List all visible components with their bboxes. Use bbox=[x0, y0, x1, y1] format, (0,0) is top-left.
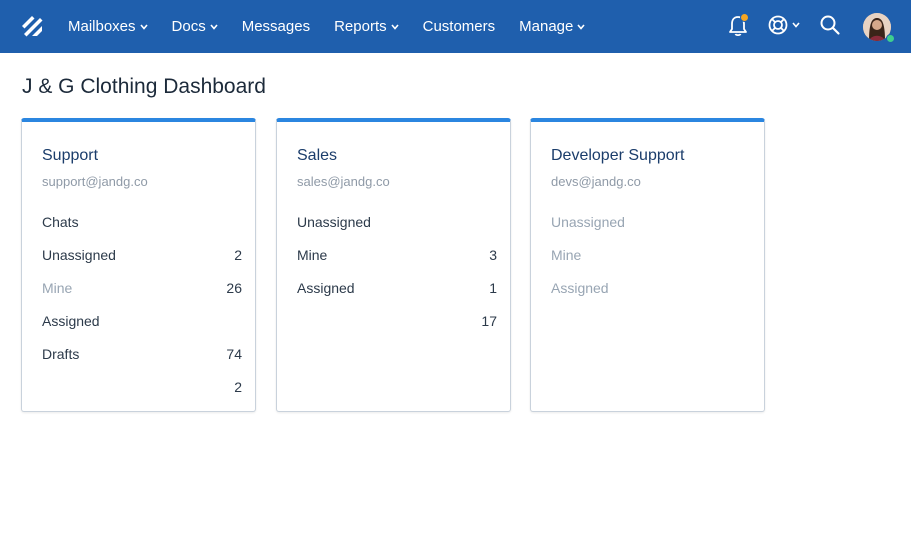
online-status-dot bbox=[886, 34, 895, 43]
nav-label: Docs bbox=[171, 18, 206, 35]
folder-count: 26 bbox=[226, 280, 242, 296]
folder-row[interactable]: Mine 3 bbox=[297, 247, 497, 265]
chevron-down-icon bbox=[210, 23, 218, 30]
mailbox-card-support: Support support@jandg.co Chats Unassigne… bbox=[21, 118, 256, 412]
folder-row[interactable]: Drafts 74 bbox=[42, 346, 242, 364]
folder-count: 1 bbox=[489, 280, 497, 296]
search-icon bbox=[820, 15, 840, 35]
folder-row[interactable]: Mine bbox=[551, 247, 751, 265]
chevron-down-icon bbox=[391, 23, 399, 30]
folder-label: Mine bbox=[297, 247, 328, 263]
nav-label: Reports bbox=[334, 18, 387, 35]
mailbox-email: support@jandg.co bbox=[42, 174, 148, 189]
folder-label: Assigned bbox=[551, 280, 609, 296]
folder-row[interactable]: Unassigned bbox=[551, 214, 751, 232]
notification-badge bbox=[740, 13, 749, 22]
folder-label: Mine bbox=[551, 247, 582, 263]
folder-count: 17 bbox=[481, 313, 497, 329]
mailbox-name[interactable]: Support bbox=[42, 147, 99, 164]
nav-manage[interactable]: Manage bbox=[519, 18, 585, 35]
mailbox-card-developer-support: Developer Support devs@jandg.co Unassign… bbox=[530, 118, 765, 412]
chevron-down-icon bbox=[792, 22, 800, 28]
folder-count: 2 bbox=[234, 247, 242, 263]
nav-docs[interactable]: Docs bbox=[172, 18, 218, 35]
folder-count: 74 bbox=[226, 346, 242, 362]
folder-row[interactable]: Unassigned 2 bbox=[42, 247, 242, 265]
folder-label: Chats bbox=[42, 214, 79, 230]
nav-mailboxes[interactable]: Mailboxes bbox=[68, 18, 148, 35]
notifications-button[interactable] bbox=[727, 13, 749, 43]
search-button[interactable] bbox=[819, 14, 841, 41]
folder-label: Assigned bbox=[297, 280, 355, 296]
folder-row[interactable]: Chats bbox=[42, 214, 242, 232]
nav-messages[interactable]: Messages bbox=[242, 18, 310, 35]
folder-row[interactable]: Assigned bbox=[42, 313, 242, 331]
top-navigation-bar: Mailboxes Docs Messages Reports Customer… bbox=[0, 0, 911, 53]
folder-row[interactable]: 17 bbox=[297, 313, 497, 331]
folder-label: Drafts bbox=[42, 346, 80, 362]
folder-row[interactable]: Assigned 1 bbox=[297, 280, 497, 298]
folder-label: Unassigned bbox=[551, 214, 625, 230]
nav-customers[interactable]: Customers bbox=[423, 18, 496, 35]
folder-label: Assigned bbox=[42, 313, 100, 329]
mailbox-name[interactable]: Sales bbox=[297, 147, 338, 164]
mailbox-email: sales@jandg.co bbox=[297, 174, 390, 189]
folder-row[interactable]: Assigned bbox=[551, 280, 751, 298]
nav-label: Messages bbox=[241, 18, 311, 35]
nav-reports[interactable]: Reports bbox=[334, 18, 399, 35]
help-menu-button[interactable] bbox=[767, 14, 800, 36]
main-nav: Mailboxes Docs Messages Reports Customer… bbox=[68, 0, 609, 53]
mailbox-card-sales: Sales sales@jandg.co Unassigned Mine 3 As… bbox=[276, 118, 511, 412]
folder-count: 2 bbox=[234, 379, 242, 395]
chevron-down-icon bbox=[577, 23, 585, 30]
lifebuoy-icon bbox=[768, 15, 788, 35]
folder-row[interactable]: 2 bbox=[42, 379, 242, 397]
helpscout-logo-icon[interactable] bbox=[20, 14, 44, 38]
nav-label: Mailboxes bbox=[68, 18, 136, 35]
chevron-down-icon bbox=[139, 23, 148, 30]
mailbox-name[interactable]: Developer Support bbox=[551, 147, 685, 164]
user-avatar-image bbox=[863, 13, 891, 41]
folder-label: Unassigned bbox=[42, 247, 116, 263]
folder-count: 3 bbox=[489, 247, 497, 263]
folder-label: Unassigned bbox=[297, 214, 371, 230]
nav-label: Manage bbox=[519, 18, 574, 35]
folder-label: Mine bbox=[42, 280, 73, 296]
page-title: J & G Clothing Dashboard bbox=[22, 75, 266, 98]
mailbox-email: devs@jandg.co bbox=[551, 174, 641, 189]
folder-row[interactable]: Mine 26 bbox=[42, 280, 242, 298]
folder-row[interactable]: Unassigned bbox=[297, 214, 497, 232]
nav-label: Customers bbox=[422, 18, 496, 35]
